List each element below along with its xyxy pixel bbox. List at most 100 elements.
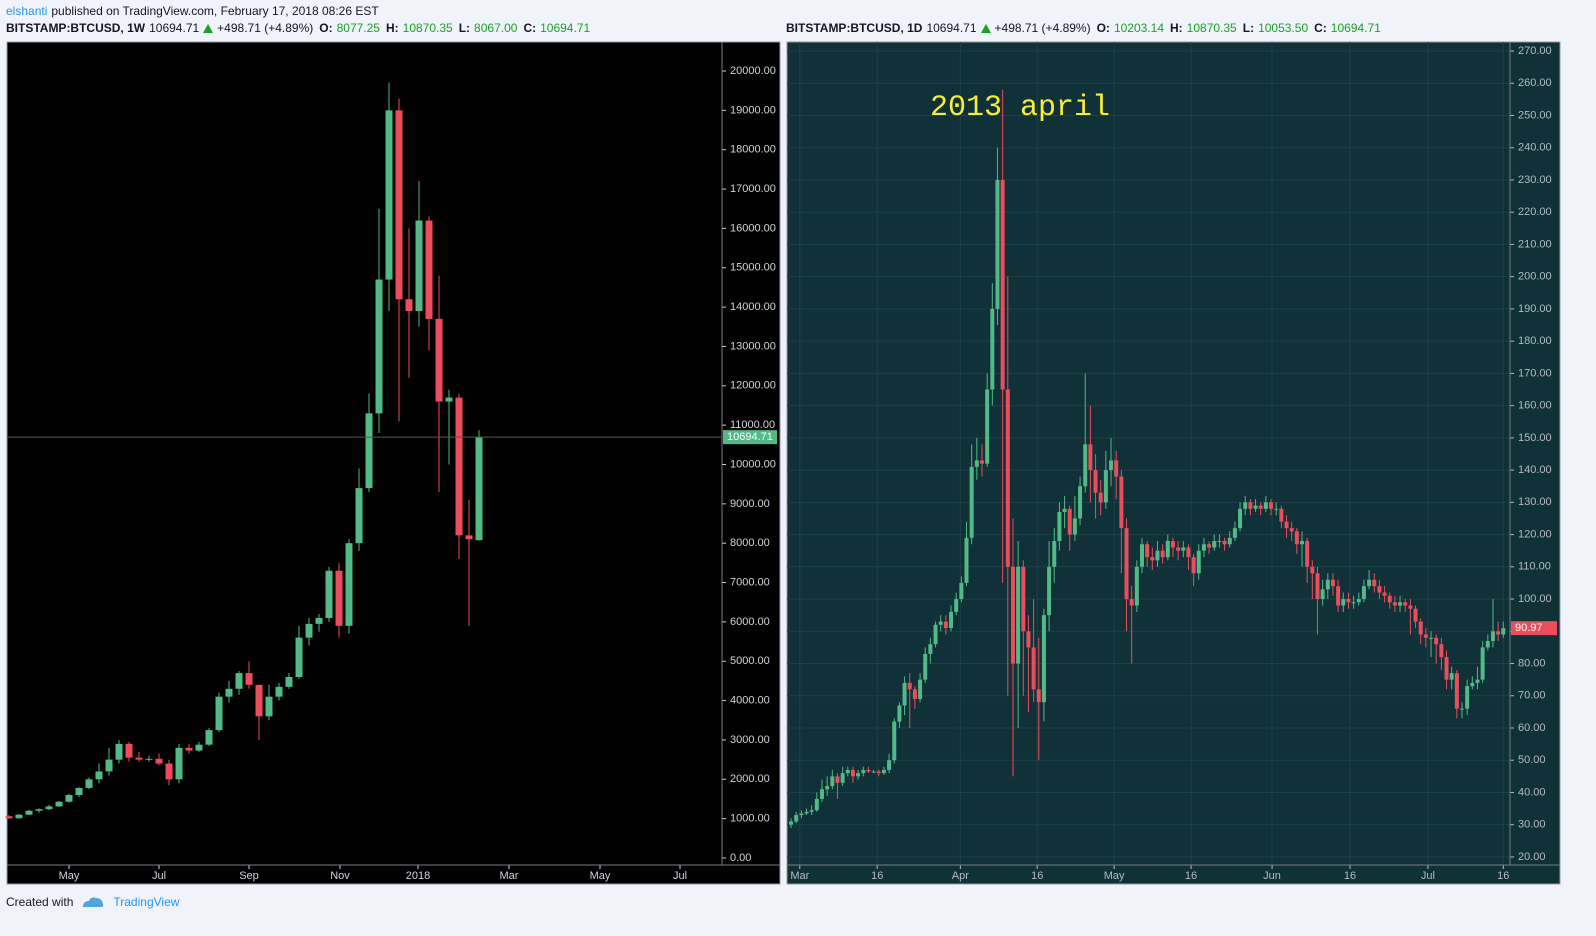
candle-body xyxy=(475,437,483,541)
candle-body xyxy=(923,653,928,680)
y-tick-label: 190.00 xyxy=(1518,303,1552,315)
ohlc-value: 10694.71 xyxy=(1330,21,1381,35)
candle-body xyxy=(1413,608,1418,622)
candle-body xyxy=(1016,566,1021,664)
candle-body xyxy=(1299,541,1304,545)
y-tick-label: 110.00 xyxy=(1518,561,1551,573)
candle-body xyxy=(1459,708,1464,710)
candle-body xyxy=(105,759,113,772)
candle-body xyxy=(1480,647,1485,680)
candle-body xyxy=(969,466,974,538)
created-with: Created with xyxy=(6,895,74,909)
candle-body xyxy=(1124,528,1129,600)
last-price-label: 90.97 xyxy=(1515,622,1543,634)
last: 10694.71 xyxy=(149,21,200,35)
author[interactable]: elshanti xyxy=(6,4,48,18)
candle-body xyxy=(135,757,143,760)
candle-body xyxy=(1398,602,1403,606)
last: 10694.71 xyxy=(926,21,977,35)
candle-body xyxy=(365,413,373,489)
change: +498.71 (+4.89%) xyxy=(994,21,1091,35)
candle-body xyxy=(1232,528,1237,538)
y-tick-label: 8000.00 xyxy=(730,537,770,549)
candle-body xyxy=(1485,640,1490,648)
candle-body xyxy=(789,821,794,825)
x-tick-label: 2018 xyxy=(406,870,430,882)
candle-body xyxy=(115,743,123,760)
candle-body xyxy=(1289,528,1294,532)
candle-body xyxy=(375,279,383,414)
x-tick-label: Mar xyxy=(500,870,519,882)
candle-body xyxy=(1031,647,1036,690)
candle-body xyxy=(866,769,871,772)
candle-body xyxy=(1294,531,1299,545)
candle-body xyxy=(85,779,93,788)
candle-body xyxy=(305,623,313,638)
ohlc-label: O: xyxy=(1096,21,1110,35)
candle-body xyxy=(949,611,954,629)
x-tick-label: Mar xyxy=(790,870,809,882)
candle-body xyxy=(1201,544,1206,551)
ohlc-label: C: xyxy=(523,21,537,35)
candle-body xyxy=(25,810,33,815)
candle-body xyxy=(155,758,163,764)
candle-body xyxy=(265,696,273,717)
y-tick-label: 20.00 xyxy=(1518,851,1546,863)
brand[interactable]: TradingView xyxy=(113,895,180,909)
x-tick-label: May xyxy=(1104,870,1125,882)
candle-body xyxy=(995,179,1000,309)
candle-body xyxy=(1403,602,1408,606)
y-tick-label: 60.00 xyxy=(1518,722,1546,734)
candle-body xyxy=(1186,547,1191,558)
y-tick-label: 40.00 xyxy=(1518,786,1546,798)
candle-body xyxy=(1253,505,1258,509)
candle-body xyxy=(1052,541,1057,567)
candle-body xyxy=(871,771,876,773)
candle-body xyxy=(1320,589,1325,600)
y-tick-label: 220.00 xyxy=(1518,206,1552,218)
x-tick-label: 16 xyxy=(1497,870,1509,882)
candle-body xyxy=(835,776,840,783)
y-tick-label: 100.00 xyxy=(1518,593,1552,605)
chart-panel xyxy=(6,41,781,885)
candle-body xyxy=(1072,518,1077,535)
candle-body xyxy=(1165,541,1170,558)
candle-body xyxy=(918,679,923,699)
y-tick-label: 130.00 xyxy=(1518,496,1552,508)
candle-body xyxy=(1408,605,1413,609)
y-tick-label: 13000.00 xyxy=(730,340,776,352)
y-tick-label: 6000.00 xyxy=(730,616,770,628)
change: +498.71 (+4.89%) xyxy=(217,21,314,35)
y-tick-label: 2000.00 xyxy=(730,773,770,785)
candle-body xyxy=(959,582,964,600)
ohlc-label: L: xyxy=(1242,21,1255,35)
candle-body xyxy=(825,786,830,790)
candle-body xyxy=(255,684,263,717)
candle-body xyxy=(185,747,193,751)
x-tick-label: Nov xyxy=(330,870,350,882)
ohlc-label: H: xyxy=(1170,21,1183,35)
up-arrow-shape xyxy=(980,24,991,33)
candle-body xyxy=(465,535,473,540)
candle-body xyxy=(75,787,83,796)
candle-body xyxy=(205,730,213,745)
candle-body xyxy=(1207,544,1212,548)
candle-body xyxy=(1305,541,1310,567)
candle-body xyxy=(1382,592,1387,596)
candle-body xyxy=(1139,544,1144,567)
candle-body xyxy=(861,769,866,774)
candle-body xyxy=(1361,586,1366,600)
candle-body xyxy=(5,816,13,819)
y-tick-label: 18000.00 xyxy=(730,144,776,156)
y-tick-label: 200.00 xyxy=(1518,271,1552,283)
candle-body xyxy=(215,696,223,731)
ohlc-value: 10870.35 xyxy=(402,21,453,35)
x-tick-label: 16 xyxy=(871,870,883,882)
ohlc-value: 8077.25 xyxy=(336,21,380,35)
publish-line: elshanti published on TradingView.com, F… xyxy=(6,4,379,18)
y-tick-label: 3000.00 xyxy=(730,734,770,746)
x-tick-label: 16 xyxy=(1185,870,1197,882)
candle-body xyxy=(1263,502,1268,509)
x-tick-label: May xyxy=(59,870,80,882)
candle-body xyxy=(1470,682,1475,687)
